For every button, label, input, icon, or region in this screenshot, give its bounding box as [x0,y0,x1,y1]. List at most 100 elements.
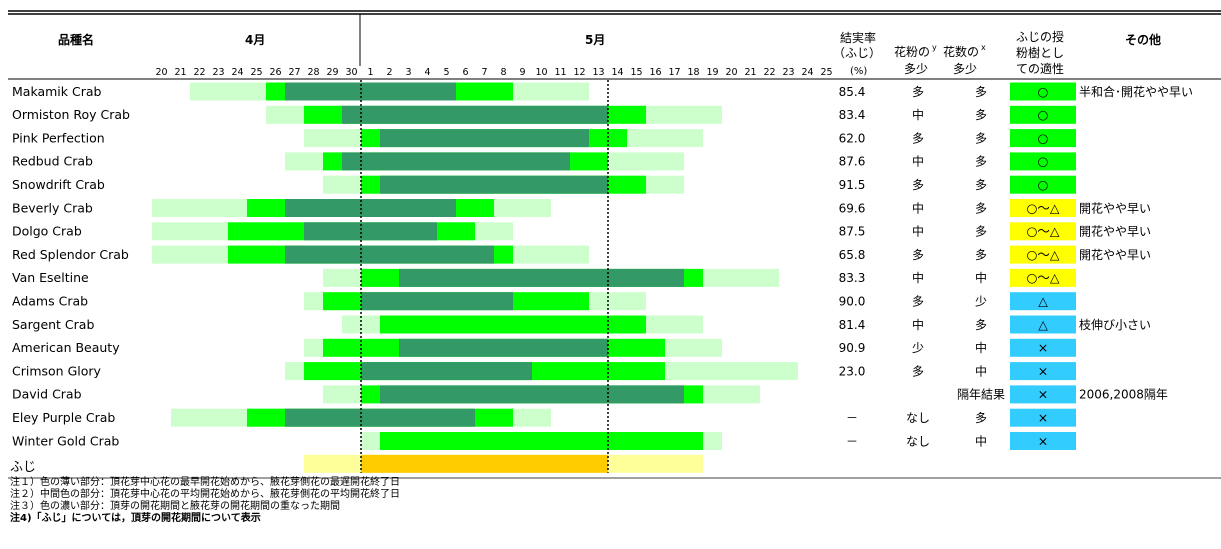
fuji-label: ふじ [10,460,37,475]
row-fruit-rate: 65.8 [839,248,866,262]
day-tick-label: 15 [630,67,642,78]
row-suitability: ○～△ [1026,224,1059,239]
bar-overlap [342,152,570,171]
row-flowers: 中 [975,340,987,355]
header-fruit-rate-unit: (%) [850,66,868,77]
row-fruit-rate: 81.4 [839,318,866,332]
note-3: 注３）色の濃い部分：頂芽の開花期間と腋花芽の開花期間の重なった期間 [10,501,340,512]
row-variety-name: Dolgo Crab [12,224,82,239]
row-pollen: 中 [912,270,924,285]
row-pollen: 多 [912,85,924,99]
day-tick-label: 17 [668,67,680,78]
bar-overlap [285,245,494,264]
row-suitability-cell [1010,268,1076,287]
header-variety: 品種名 [58,33,95,47]
day-tick-label: 24 [231,67,243,78]
day-tick-label: 3 [405,67,411,78]
row-suitability-cell [1010,82,1076,101]
bar-overlap [342,105,608,124]
row-suitability: × [1038,363,1048,378]
row-fruit-rate: 90.0 [839,295,866,309]
row-suitability: ○～△ [1026,200,1059,215]
row-pollen: 中 [912,107,924,122]
row-pollen: 中 [912,154,924,169]
day-tick-label: 8 [500,67,506,78]
row-suitability-cell [1010,385,1076,404]
day-tick-label: 20 [725,67,737,78]
note-4: 注4)「ふじ」については，頂芽の開花期間について表示 [10,513,261,524]
day-tick-label: 26 [269,67,281,78]
row-pollen: なし [906,411,930,425]
day-tick-label: 10 [535,67,547,78]
row-suitability: ○ [1038,84,1049,99]
row-other: 枝伸び小さい [1079,317,1151,332]
day-tick-label: 23 [212,67,224,78]
day-tick-label: 13 [592,67,604,78]
day-tick-label: 23 [782,67,794,78]
row-fruit-rate: 87.6 [839,155,866,169]
row-other: 開花やや早い [1079,247,1151,262]
day-tick-label: 2 [386,67,392,78]
header-fruit-rate: 結実率 [840,31,877,45]
day-tick-label: 29 [326,67,338,78]
row-fruit-rate: 83.3 [839,271,866,285]
row-suitability: ○ [1038,107,1049,122]
day-tick-label: 11 [554,67,566,78]
row-suitability: × [1038,410,1048,425]
row-suitability-cell [1010,432,1076,450]
row-suitability: ○～△ [1026,247,1059,262]
row-variety-name: American Beauty [12,340,120,355]
row-fruit-rate: 83.4 [839,108,866,122]
row-pollen: 多 [912,248,924,262]
row-flowers: 多 [975,318,987,332]
row-suitability: △ [1038,294,1048,309]
row-suitability-cell [1010,245,1076,264]
bar-overlap [285,408,475,427]
day-tick-label: 25 [250,67,262,78]
header-april: 4月 [245,33,266,47]
bar-overlap [399,338,608,357]
row-fruit-rate: 90.9 [839,341,866,355]
bar-overlap [380,385,684,404]
day-tick-label: 5 [443,67,449,78]
row-flowers: 多 [975,108,987,122]
row-pollen: 多 [912,178,924,192]
row-variety-name: Makamik Crab [12,84,102,99]
bar-overlap [285,82,456,101]
row-variety-name: Winter Gold Crab [12,433,119,448]
header-pollen-sup: y [932,43,937,52]
header-suit-3: ての適性 [1016,62,1065,76]
day-tick-label: 24 [801,67,813,78]
day-tick-label: 30 [345,67,357,78]
header-other: その他 [1125,33,1162,47]
day-tick-label: 12 [573,67,585,78]
bar-average [380,432,703,450]
header-suit-1: ふじの授 [1016,30,1065,44]
row-other: 開花やや早い [1079,224,1151,239]
row-fruit-rate: － [846,434,858,448]
row-variety-name: Eley Purple Crab [12,410,115,425]
row-suitability: ○～△ [1026,270,1059,285]
header-flower: 花数の [943,45,980,59]
row-variety-name: Crimson Glory [12,363,102,378]
row-variety-name: Pink Perfection [12,130,105,145]
note-1: 注１）色の薄い部分：頂花芽中心花の最早開花始めから、腋花芽側花の最遅開花終了日 [10,477,400,488]
row-suitability: ○ [1038,154,1049,169]
day-tick-label: 7 [481,67,487,78]
row-suitability-cell [1010,199,1076,217]
row-suitability-cell [1010,292,1076,311]
day-tick-label: 16 [649,67,661,78]
row-variety-name: Ormiston Roy Crab [12,107,130,122]
row-flowers: 多 [975,178,987,192]
row-suitability-cell [1010,175,1076,194]
day-tick-label: 22 [763,67,775,78]
row-flowers: 多 [975,85,987,99]
day-tick-label: 18 [687,67,699,78]
day-tick-label: 4 [424,67,430,78]
row-variety-name: Adams Crab [12,294,88,309]
row-flowers: 中 [975,270,987,285]
row-suitability-cell [1010,222,1076,241]
header-pollen-2: 多少 [904,62,929,76]
row-variety-name: Van Eseltine [12,270,89,285]
